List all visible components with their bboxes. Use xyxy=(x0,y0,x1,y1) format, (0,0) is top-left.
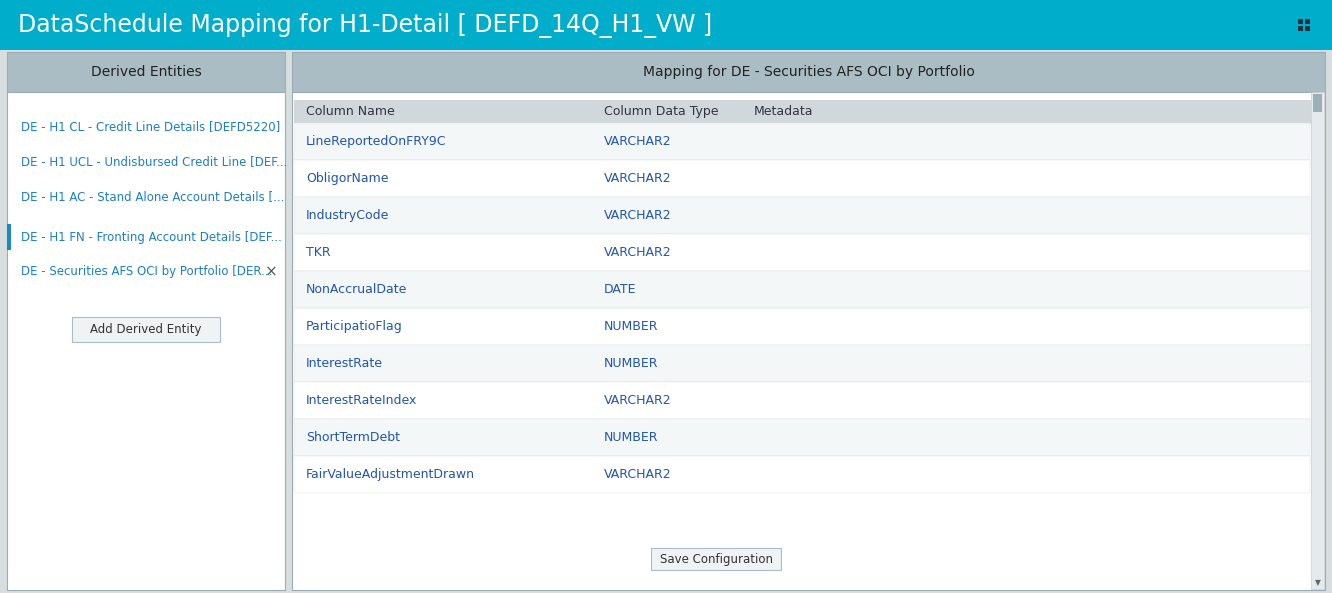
Text: ObligorName: ObligorName xyxy=(306,172,389,185)
Bar xyxy=(1313,94,1321,112)
Text: VARCHAR2: VARCHAR2 xyxy=(603,172,671,185)
Bar xyxy=(294,308,1309,345)
Text: DE - H1 CL - Credit Line Details [DEFD5220]: DE - H1 CL - Credit Line Details [DEFD52… xyxy=(21,120,280,133)
Text: FairValueAdjustmentDrawn: FairValueAdjustmentDrawn xyxy=(306,468,476,481)
Bar xyxy=(651,548,781,570)
Bar xyxy=(294,419,1309,456)
Text: LineReportedOnFRY9C: LineReportedOnFRY9C xyxy=(306,135,446,148)
Text: ▼: ▼ xyxy=(1315,579,1320,588)
Text: Add Derived Entity: Add Derived Entity xyxy=(91,323,201,336)
Bar xyxy=(1311,92,1324,589)
Text: InterestRate: InterestRate xyxy=(306,357,384,370)
Text: ×: × xyxy=(265,264,277,279)
Bar xyxy=(294,160,1309,197)
Text: VARCHAR2: VARCHAR2 xyxy=(603,394,671,407)
Bar xyxy=(1297,26,1303,31)
Bar xyxy=(294,345,1309,382)
Bar xyxy=(7,92,285,590)
Text: ShortTermDebt: ShortTermDebt xyxy=(306,431,400,444)
Text: ParticipatioFlag: ParticipatioFlag xyxy=(306,320,402,333)
Bar xyxy=(292,52,1325,92)
Text: NUMBER: NUMBER xyxy=(603,357,658,370)
Bar xyxy=(294,100,1309,123)
Bar xyxy=(294,234,1309,271)
Text: VARCHAR2: VARCHAR2 xyxy=(603,468,671,481)
Bar xyxy=(7,224,11,250)
Bar xyxy=(292,92,1325,590)
Text: VARCHAR2: VARCHAR2 xyxy=(603,135,671,148)
Bar xyxy=(1305,19,1309,24)
Text: Column Name: Column Name xyxy=(306,105,394,118)
Text: VARCHAR2: VARCHAR2 xyxy=(603,209,671,222)
Text: TKR: TKR xyxy=(306,246,330,259)
Text: DE - Securities AFS OCI by Portfolio [DER...: DE - Securities AFS OCI by Portfolio [DE… xyxy=(21,266,272,279)
Bar xyxy=(294,271,1309,308)
Bar xyxy=(7,52,285,92)
Text: NUMBER: NUMBER xyxy=(603,320,658,333)
Bar xyxy=(294,382,1309,419)
Bar xyxy=(0,0,1332,50)
Text: NUMBER: NUMBER xyxy=(603,431,658,444)
Text: Metadata: Metadata xyxy=(754,105,814,118)
Text: DE - H1 FN - Fronting Account Details [DEF...: DE - H1 FN - Fronting Account Details [D… xyxy=(21,231,282,244)
Bar xyxy=(294,456,1309,493)
Bar xyxy=(294,123,1309,160)
Text: DataSchedule Mapping for H1-Detail [ DEFD_14Q_H1_VW ]: DataSchedule Mapping for H1-Detail [ DEF… xyxy=(19,12,713,37)
Text: DATE: DATE xyxy=(603,283,637,296)
Text: InterestRateIndex: InterestRateIndex xyxy=(306,394,417,407)
Bar xyxy=(1305,26,1309,31)
Text: NonAccrualDate: NonAccrualDate xyxy=(306,283,408,296)
Text: VARCHAR2: VARCHAR2 xyxy=(603,246,671,259)
Bar xyxy=(72,317,220,342)
Text: IndustryCode: IndustryCode xyxy=(306,209,389,222)
Text: DE - H1 AC - Stand Alone Account Details [...: DE - H1 AC - Stand Alone Account Details… xyxy=(21,190,284,203)
Text: Save Configuration: Save Configuration xyxy=(659,553,773,566)
Text: Mapping for DE - Securities AFS OCI by Portfolio: Mapping for DE - Securities AFS OCI by P… xyxy=(642,65,975,79)
Bar xyxy=(1297,19,1303,24)
Text: DE - H1 UCL - Undisbursed Credit Line [DEF...: DE - H1 UCL - Undisbursed Credit Line [D… xyxy=(21,155,288,168)
Text: Derived Entities: Derived Entities xyxy=(91,65,201,79)
Text: Column Data Type: Column Data Type xyxy=(603,105,718,118)
Bar xyxy=(294,197,1309,234)
